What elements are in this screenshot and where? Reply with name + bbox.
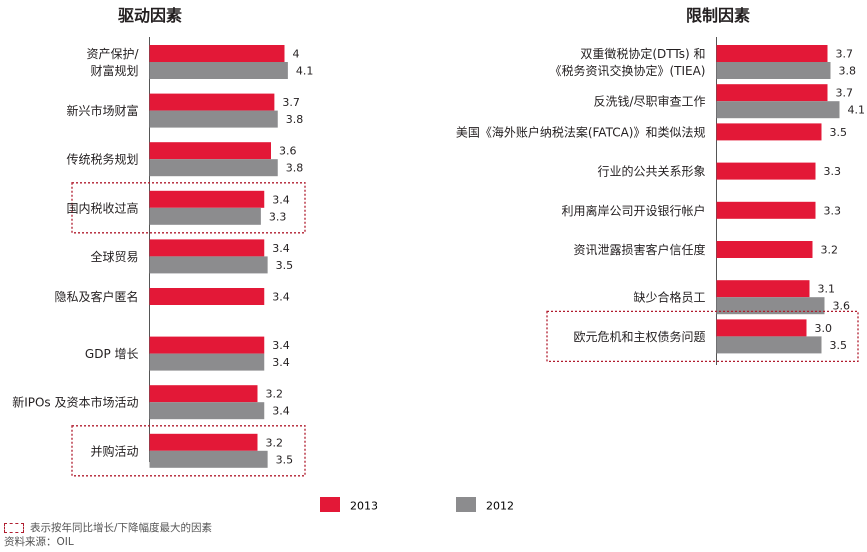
driver-category-label-1: 新兴市场财富 xyxy=(66,103,138,118)
legend: 2013 2012 xyxy=(320,497,514,513)
highlight-box-icon xyxy=(4,523,24,533)
restraint-highlight-box-7 xyxy=(546,310,859,363)
driver-value-label-2012-0: 4.1 xyxy=(296,65,314,78)
restraints-chart-title: 限制因素 xyxy=(686,6,750,25)
restraint-value-label-2012-6: 3.6 xyxy=(833,300,851,313)
driver-value-label-2013-8: 3.2 xyxy=(266,436,284,449)
restraint-bar-2013-4 xyxy=(716,201,816,219)
driver-value-label-2013-2: 3.6 xyxy=(279,145,297,158)
driver-bar-2012-7 xyxy=(149,402,265,420)
restraint-bar-2013-3 xyxy=(716,162,816,180)
driver-category-label-0-line1: 财富规划 xyxy=(90,63,138,78)
restraint-bar-2012-6 xyxy=(716,297,825,315)
driver-bar-2013-3 xyxy=(149,190,265,208)
legend-label-2013: 2013 xyxy=(350,500,378,513)
driver-value-label-2013-0: 4 xyxy=(293,48,300,61)
driver-category-label-7: 新IPOs 及资本市场活动 xyxy=(12,395,138,410)
driver-bar-2012-1 xyxy=(149,110,278,128)
restraint-value-label-2013-7: 3.0 xyxy=(815,322,833,335)
restraint-category-label-5: 资讯泄露损害客户信任度 xyxy=(573,242,705,257)
driver-bar-2012-8 xyxy=(149,450,268,468)
driver-value-label-2013-1: 3.7 xyxy=(282,96,300,109)
legend-label-2012: 2012 xyxy=(486,500,514,513)
restraint-bar-2013-7 xyxy=(716,319,807,337)
driver-highlight-box-8 xyxy=(71,425,306,477)
driver-category-label-2: 传统税务规划 xyxy=(66,152,138,167)
restraint-bar-2013-0 xyxy=(716,45,828,62)
restraint-category-label-2: 美国《海外账户纳税法案(FATCA)》和类似法规 xyxy=(456,124,706,139)
highlight-footnote-text: 表示按年同比增长/下降幅度最大的因素 xyxy=(30,522,213,534)
restraint-bar-2013-1 xyxy=(716,84,828,102)
driver-value-label-2013-6: 3.4 xyxy=(272,339,290,352)
driver-bar-2012-6 xyxy=(149,353,265,371)
restraint-category-label-4: 利用离岸公司开设银行帐户 xyxy=(561,203,705,218)
driver-value-label-2012-6: 3.4 xyxy=(272,356,290,369)
restraint-category-label-0-line1: 《税务资讯交换协定》(TIEA) xyxy=(549,63,705,78)
driver-value-label-2013-4: 3.4 xyxy=(272,242,290,255)
driver-value-label-2012-4: 3.5 xyxy=(276,259,294,272)
driver-value-label-2012-3: 3.3 xyxy=(269,210,287,223)
driver-value-label-2013-5: 3.4 xyxy=(272,291,290,304)
driver-bar-2012-0 xyxy=(149,62,288,79)
restraint-bar-2013-2 xyxy=(716,123,822,141)
driver-bar-2013-6 xyxy=(149,336,265,354)
drivers-chart-title: 驱动因素 xyxy=(118,6,182,25)
source-note: 资料来源：OIL xyxy=(4,536,74,548)
driver-value-label-2012-1: 3.8 xyxy=(286,113,304,126)
restraint-bar-2012-7 xyxy=(716,336,822,354)
driver-highlight-box-3 xyxy=(71,182,306,234)
restraint-category-label-7: 欧元危机和主权债务问题 xyxy=(573,329,705,344)
driver-category-label-8: 并购活动 xyxy=(90,443,138,458)
driver-value-label-2012-2: 3.8 xyxy=(286,162,304,175)
restraint-value-label-2012-7: 3.5 xyxy=(830,339,848,352)
driver-bar-2013-7 xyxy=(149,385,258,403)
driver-bar-2012-3 xyxy=(149,207,261,225)
restraint-value-label-2013-3: 3.3 xyxy=(824,165,842,178)
restraint-value-label-2013-0: 3.7 xyxy=(836,48,854,61)
restraint-value-label-2013-2: 3.5 xyxy=(830,126,848,139)
restraints-chart: 双重徵税协定(DTTs) 和《税务资讯交换协定》(TIEA) 3.7 3.8 反洗钱/… xyxy=(456,37,865,365)
driver-category-label-6: GDP 增长 xyxy=(85,347,139,361)
restraint-bar-2012-1 xyxy=(716,101,840,119)
driver-value-label-2012-8: 3.5 xyxy=(276,453,294,466)
restraint-category-label-1: 反洗钱/尽职审查工作 xyxy=(593,94,705,109)
driver-category-label-4: 全球贸易 xyxy=(90,249,138,264)
driver-category-label-3: 国内税收过高 xyxy=(66,200,138,215)
driver-bar-2013-0 xyxy=(149,45,285,62)
driver-bar-2012-4 xyxy=(149,256,268,274)
restraint-value-label-2013-1: 3.7 xyxy=(836,87,854,100)
restraint-value-label-2013-5: 3.2 xyxy=(821,244,839,257)
driver-bar-2013-8 xyxy=(149,433,258,451)
highlight-footnote: 表示按年同比增长/下降幅度最大的因素 xyxy=(4,522,212,535)
restraint-value-label-2012-1: 4.1 xyxy=(848,104,866,117)
legend-swatch-2013 xyxy=(320,497,340,512)
restraint-category-label-3: 行业的公共关系形象 xyxy=(597,164,705,179)
driver-bar-2013-1 xyxy=(149,93,275,111)
restraint-value-label-2013-6: 3.1 xyxy=(818,283,836,296)
restraint-bar-2013-6 xyxy=(716,280,810,298)
restraint-category-label-6: 缺少合格员工 xyxy=(633,290,705,305)
driver-value-label-2012-7: 3.4 xyxy=(272,405,290,418)
restraint-value-label-2012-0: 3.8 xyxy=(839,65,857,78)
drivers-chart: 资产保护/财富规划 4 4.1 新兴市场财富 3.7 3.8 传统税务规划 3.6 3.8 国内税… xyxy=(12,37,314,477)
restraint-category-label-0-line0: 双重徵税协定(DTTs) 和 xyxy=(580,46,705,61)
driver-category-label-5: 隐私及客户匿名 xyxy=(54,289,138,304)
restraint-bar-2012-0 xyxy=(716,62,831,79)
driver-value-label-2013-7: 3.2 xyxy=(266,388,284,401)
driver-bar-2013-5 xyxy=(149,288,265,305)
driver-bar-2013-2 xyxy=(149,142,271,160)
driver-value-label-2013-3: 3.4 xyxy=(272,193,290,206)
restraint-bar-2013-5 xyxy=(716,241,813,258)
driver-bar-2012-2 xyxy=(149,159,278,177)
driver-category-label-0-line0: 资产保护/ xyxy=(86,47,139,61)
legend-swatch-2012 xyxy=(456,497,476,512)
driver-bar-2013-4 xyxy=(149,239,265,257)
restraint-value-label-2013-4: 3.3 xyxy=(824,204,842,217)
